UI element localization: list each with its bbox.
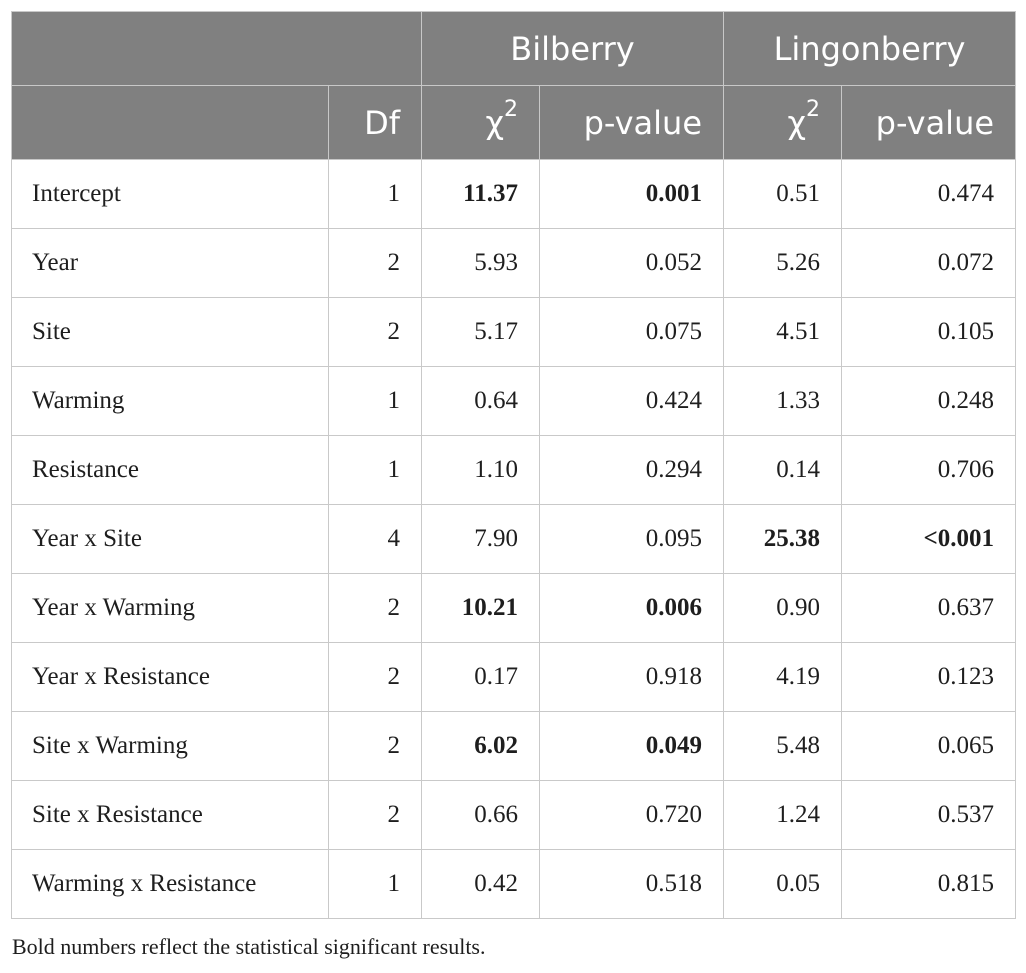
row-bilberry-chi-squared: 5.17 (421, 297, 540, 367)
row-term: Year x Resistance (11, 642, 329, 712)
row-lingonberry-p-value: 0.706 (841, 435, 1017, 505)
table-row: Intercept 1 11.37 0.001 0.51 0.474 (11, 159, 1017, 229)
table-row: Year x Warming 2 10.21 0.006 0.90 0.637 (11, 573, 1017, 643)
row-lingonberry-chi-squared: 4.51 (723, 297, 843, 367)
header-bilberry-p-value: p-value (538, 85, 725, 160)
row-lingonberry-chi-squared: 0.51 (723, 159, 843, 229)
row-term: Intercept (11, 159, 329, 229)
row-lingonberry-p-value: 0.248 (841, 366, 1017, 436)
row-term: Year (11, 228, 329, 298)
table-row: Year x Resistance 2 0.17 0.918 4.19 0.123 (11, 642, 1017, 712)
table-row: Site x Resistance 2 0.66 0.720 1.24 0.537 (11, 780, 1017, 850)
row-term: Year x Site (11, 504, 329, 574)
table-row: Year x Site 4 7.90 0.095 25.38 <0.001 (11, 504, 1017, 574)
row-lingonberry-p-value: 0.637 (841, 573, 1017, 643)
row-bilberry-chi-squared: 7.90 (421, 504, 540, 574)
row-lingonberry-p-value: 0.105 (841, 297, 1017, 367)
chi-exponent: 2 (504, 97, 518, 123)
row-lingonberry-p-value: 0.065 (841, 711, 1017, 781)
row-lingonberry-chi-squared: 25.38 (723, 504, 843, 574)
row-lingonberry-p-value: 0.072 (841, 228, 1017, 298)
row-df: 1 (328, 435, 422, 505)
table-row: Site 2 5.17 0.075 4.51 0.105 (11, 297, 1017, 367)
header-bilberry-chi-squared: χ2 (421, 85, 540, 160)
table-row: Warming 1 0.64 0.424 1.33 0.248 (11, 366, 1017, 436)
row-df: 2 (328, 780, 422, 850)
row-bilberry-chi-squared: 0.42 (421, 849, 540, 919)
row-df: 2 (328, 642, 422, 712)
row-df: 4 (328, 504, 422, 574)
table-row: Year 2 5.93 0.052 5.26 0.072 (11, 228, 1017, 298)
header-group-row: Bilberry Lingonberry (11, 11, 1017, 86)
row-term: Site x Resistance (11, 780, 329, 850)
row-term: Warming x Resistance (11, 849, 329, 919)
row-bilberry-chi-squared: 0.64 (421, 366, 540, 436)
row-lingonberry-chi-squared: 0.05 (723, 849, 843, 919)
row-df: 2 (328, 297, 422, 367)
table-row: Resistance 1 1.10 0.294 0.14 0.706 (11, 435, 1017, 505)
row-term: Year x Warming (11, 573, 329, 643)
row-bilberry-p-value: 0.424 (538, 366, 725, 436)
row-df: 2 (328, 711, 422, 781)
row-df: 1 (328, 159, 422, 229)
row-lingonberry-p-value: 0.474 (841, 159, 1017, 229)
row-term: Resistance (11, 435, 329, 505)
header-lingonberry-p-value: p-value (841, 85, 1017, 160)
table-row: Site x Warming 2 6.02 0.049 5.48 0.065 (11, 711, 1017, 781)
row-lingonberry-chi-squared: 5.48 (723, 711, 843, 781)
row-bilberry-p-value: 0.049 (538, 711, 725, 781)
row-bilberry-chi-squared: 5.93 (421, 228, 540, 298)
row-bilberry-p-value: 0.918 (538, 642, 725, 712)
chi-symbol: χ (485, 103, 504, 142)
row-bilberry-chi-squared: 0.17 (421, 642, 540, 712)
table-body: Intercept 1 11.37 0.001 0.51 0.474 Year 2 5.93 0.… (11, 159, 1017, 919)
header-lingonberry-chi-squared: χ2 (723, 85, 843, 160)
row-term: Warming (11, 366, 329, 436)
row-lingonberry-chi-squared: 1.33 (723, 366, 843, 436)
row-lingonberry-p-value: 0.815 (841, 849, 1017, 919)
row-lingonberry-chi-squared: 4.19 (723, 642, 843, 712)
row-bilberry-chi-squared: 0.66 (421, 780, 540, 850)
row-term: Site (11, 297, 329, 367)
row-lingonberry-p-value: 0.123 (841, 642, 1017, 712)
chi-exponent: 2 (806, 97, 821, 123)
row-df: 1 (328, 849, 422, 919)
anova-table: Bilberry Lingonberry Df χ2 p-value χ2 p-… (11, 11, 1017, 919)
row-lingonberry-chi-squared: 0.90 (723, 573, 843, 643)
row-bilberry-p-value: 0.720 (538, 780, 725, 850)
row-bilberry-p-value: 0.294 (538, 435, 725, 505)
row-bilberry-p-value: 0.075 (538, 297, 725, 367)
row-lingonberry-p-value: 0.537 (841, 780, 1017, 850)
row-df: 2 (328, 573, 422, 643)
row-bilberry-p-value: 0.518 (538, 849, 725, 919)
row-df: 2 (328, 228, 422, 298)
row-lingonberry-chi-squared: 1.24 (723, 780, 843, 850)
header-group-lingonberry: Lingonberry (723, 11, 1017, 86)
header-term-cell (11, 85, 329, 160)
row-bilberry-chi-squared: 11.37 (421, 159, 540, 229)
row-lingonberry-p-value: <0.001 (841, 504, 1017, 574)
header-column-row: Df χ2 p-value χ2 p-value (11, 85, 1017, 160)
row-lingonberry-chi-squared: 0.14 (723, 435, 843, 505)
header-group-bilberry: Bilberry (420, 11, 725, 86)
row-bilberry-p-value: 0.052 (538, 228, 725, 298)
table-row: Warming x Resistance 1 0.42 0.518 0.05 0.815 (11, 849, 1017, 919)
row-df: 1 (328, 366, 422, 436)
header-empty-cell (11, 11, 422, 86)
row-bilberry-p-value: 0.001 (538, 159, 725, 229)
row-bilberry-chi-squared: 10.21 (421, 573, 540, 643)
row-bilberry-chi-squared: 6.02 (421, 711, 540, 781)
chi-symbol: χ (787, 103, 807, 142)
table-footnote: Bold numbers reflect the statistical sig… (12, 934, 486, 959)
row-bilberry-chi-squared: 1.10 (421, 435, 540, 505)
row-lingonberry-chi-squared: 5.26 (723, 228, 843, 298)
row-bilberry-p-value: 0.095 (538, 504, 725, 574)
row-bilberry-p-value: 0.006 (538, 573, 725, 643)
row-term: Site x Warming (11, 711, 329, 781)
header-df: Df (328, 85, 422, 160)
